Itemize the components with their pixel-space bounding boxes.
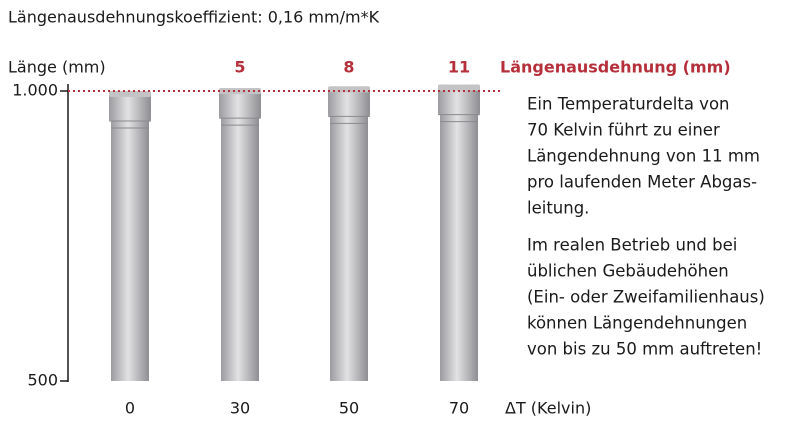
pipe: [219, 88, 261, 381]
pipe-socket: [438, 84, 480, 115]
note-line: üblichen Gebäudehöhen: [527, 262, 729, 281]
pipe-body: [111, 95, 149, 381]
note-line: von bis zu 50 mm auftreten!: [527, 340, 762, 359]
pipe-socket: [109, 91, 151, 121]
note-line: können Längendehnungen: [527, 314, 747, 333]
chart-title: Längenausdehnungskoeffizient: 0,16 mm/m*…: [8, 8, 380, 27]
x-axis-label: ΔT (Kelvin): [505, 399, 591, 418]
note-line: leitung.: [527, 199, 589, 218]
pipe: [109, 91, 151, 381]
note-line: (Ein- oder Zweifamilienhaus): [527, 288, 765, 307]
note-line: Im realen Betrieb und bei: [527, 236, 737, 255]
pipe: [438, 84, 480, 382]
x-tick-label: 0: [125, 399, 135, 418]
pipe-cap: [438, 84, 480, 91]
pipe-socket: [328, 86, 370, 117]
pipe-body: [440, 88, 478, 382]
y-tick-label: 500: [27, 371, 58, 390]
expansion-label: 5: [234, 58, 245, 77]
x-tick-label: 30: [230, 399, 250, 418]
expansion-label: 8: [343, 58, 354, 77]
y-axis-label: Länge (mm): [8, 58, 106, 77]
y-tick-label: 1.000: [12, 81, 58, 100]
pipe: [328, 86, 370, 382]
pipe-socket: [219, 88, 261, 119]
expansion-legend: Längenausdehnung (mm): [500, 58, 731, 77]
pipe-body: [221, 92, 259, 381]
x-tick-label: 70: [449, 399, 469, 418]
expansion-label: 11: [448, 58, 470, 77]
pipe-body: [330, 90, 368, 382]
note-line: pro laufenden Meter Abgas-: [527, 173, 757, 192]
pipe-cap: [109, 91, 151, 97]
x-tick-label: 50: [339, 399, 359, 418]
note-line: 70 Kelvin führt zu einer: [527, 121, 720, 140]
note-line: Ein Temperaturdelta von: [527, 95, 730, 114]
note-line: Längendehnung von 11 mm: [527, 147, 760, 166]
